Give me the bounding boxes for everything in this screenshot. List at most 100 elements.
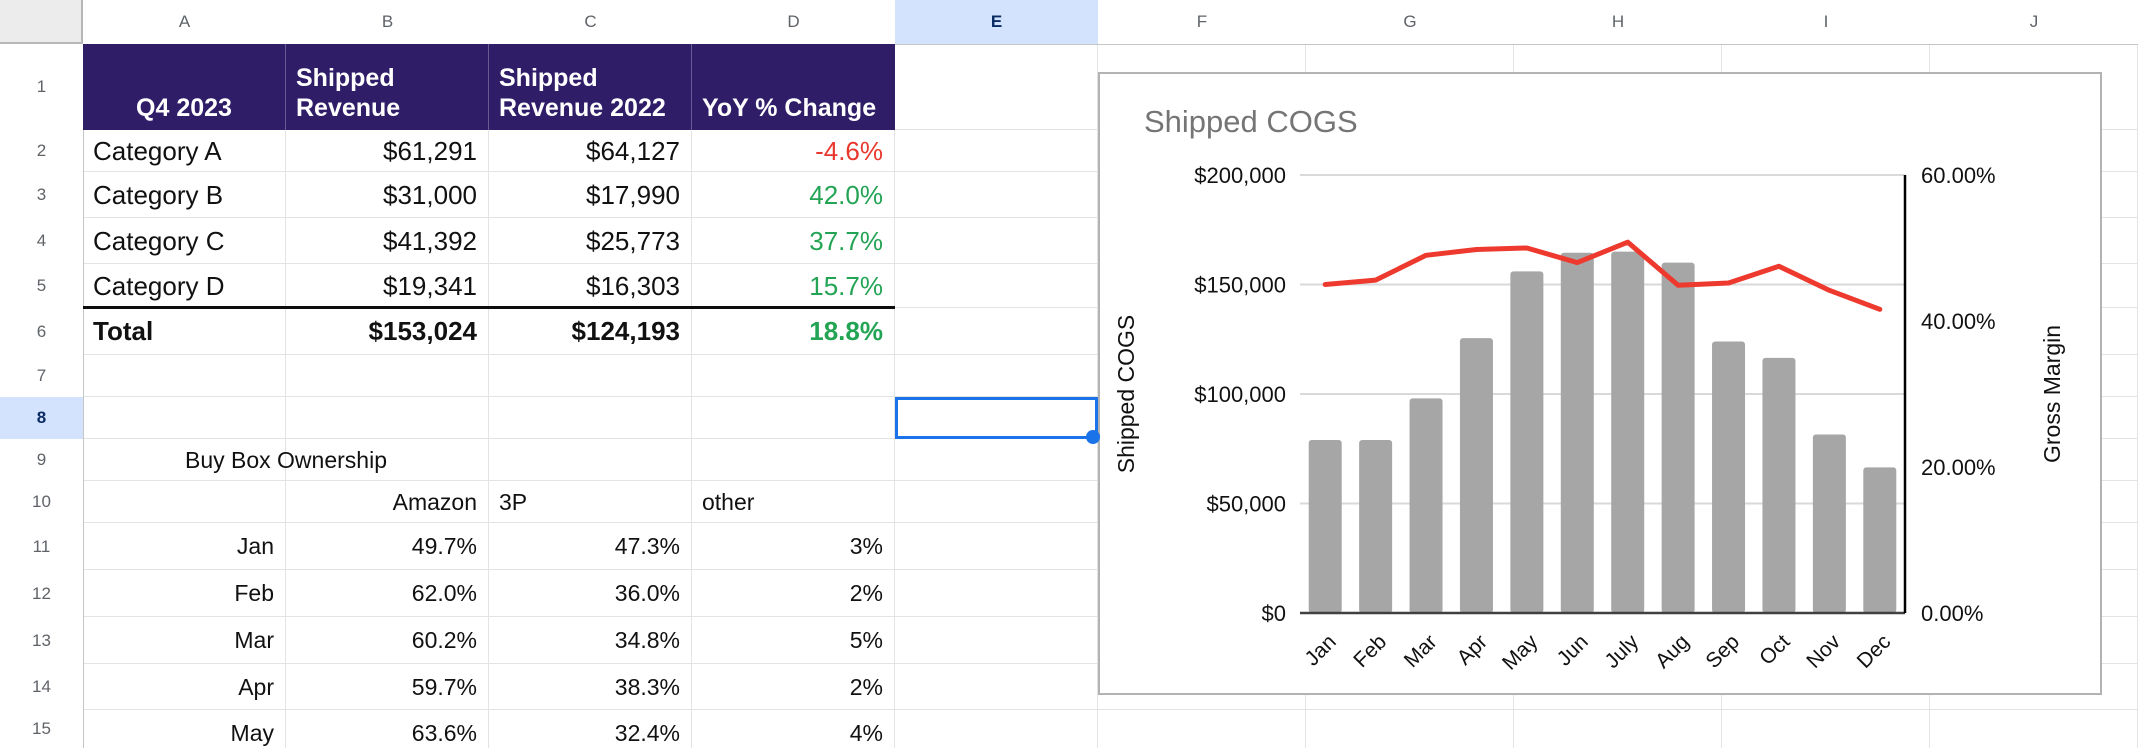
buy-box-month[interactable]: Mar xyxy=(234,627,274,653)
buy-box-amazon-value[interactable]: 59.7% xyxy=(411,673,477,700)
bar-Nov xyxy=(1812,434,1846,613)
q4-total-label[interactable]: Total xyxy=(93,316,154,346)
row-header-5[interactable]: 5 xyxy=(0,264,83,308)
selection-handle[interactable] xyxy=(1086,430,1100,444)
buy-box-other-value[interactable]: 4% xyxy=(849,720,883,746)
q4-total-revenue-2022[interactable]: $124,193 xyxy=(571,316,680,346)
row-header-2[interactable]: 2 xyxy=(0,130,83,172)
q4-row-label[interactable]: Category D xyxy=(93,270,225,301)
left-axis-title: Shipped COGS xyxy=(1113,315,1139,474)
buy-box-amazon-value[interactable]: 60.2% xyxy=(411,627,477,653)
bar-Oct xyxy=(1762,357,1796,613)
select-all-corner[interactable] xyxy=(0,0,83,44)
buy-box-col-other[interactable]: other xyxy=(702,488,755,515)
right-tick-2: 40.00% xyxy=(1921,309,1996,334)
column-header-J[interactable]: J xyxy=(1930,0,2138,44)
bar-Feb xyxy=(1359,439,1393,613)
left-tick-0: $0 xyxy=(1262,601,1286,626)
row-header-1[interactable]: 1 xyxy=(0,44,83,130)
row-header-9[interactable]: 9 xyxy=(0,439,83,481)
column-header-H[interactable]: H xyxy=(1514,0,1722,44)
column-header-I[interactable]: I xyxy=(1722,0,1930,44)
chart-gridlines xyxy=(1300,174,1905,505)
buy-box-3p-value[interactable]: 38.3% xyxy=(614,673,680,700)
row-header-3[interactable]: 3 xyxy=(0,172,83,218)
selected-cell-e8[interactable] xyxy=(895,397,1100,444)
q4-revenue-2022[interactable]: $16,303 xyxy=(586,270,680,301)
q4-table-header-1[interactable]: Shipped Revenue xyxy=(286,44,489,130)
buy-box-col-3p[interactable]: 3P xyxy=(499,488,528,515)
buy-box-amazon-value[interactable]: 49.7% xyxy=(411,533,477,559)
q4-revenue-2022[interactable]: $25,773 xyxy=(586,225,680,256)
row-header-7[interactable]: 7 xyxy=(0,355,83,397)
buy-box-other-value[interactable]: 2% xyxy=(849,580,883,606)
q4-table-header-2[interactable]: Shipped Revenue 2022 xyxy=(489,44,692,130)
q4-total-revenue[interactable]: $153,024 xyxy=(368,316,477,346)
row-header-10[interactable]: 10 xyxy=(0,481,83,523)
q4-revenue-2022[interactable]: $64,127 xyxy=(586,135,680,166)
buy-box-other-value[interactable]: 2% xyxy=(849,673,883,700)
q4-revenue[interactable]: $31,000 xyxy=(383,179,477,210)
buy-box-amazon-value[interactable]: 63.6% xyxy=(411,720,477,746)
q4-revenue-2022[interactable]: $17,990 xyxy=(586,179,680,210)
column-header-C[interactable]: C xyxy=(489,0,692,44)
q4-revenue[interactable]: $61,291 xyxy=(383,135,477,166)
left-tick-1: $50,000 xyxy=(1206,492,1286,517)
left-tick-3: $150,000 xyxy=(1194,273,1286,298)
q4-revenue[interactable]: $19,341 xyxy=(383,270,477,301)
q4-row-label[interactable]: Category B xyxy=(93,179,224,210)
left-tick-4: $200,000 xyxy=(1194,163,1286,188)
q4-yoy[interactable]: 37.7% xyxy=(809,225,883,256)
right-axis-tick-labels: 0.00% 20.00% 40.00% 60.00% xyxy=(1921,163,1996,626)
buy-box-month[interactable]: May xyxy=(230,720,274,746)
column-header-F[interactable]: F xyxy=(1098,0,1306,44)
q4-table-header-0[interactable]: Q4 2023 xyxy=(83,44,286,130)
q4-total-yoy[interactable]: 18.8% xyxy=(809,316,883,346)
bar-Jan xyxy=(1308,439,1342,613)
chart-title: Shipped COGS xyxy=(1144,104,1358,139)
q4-table-header-3[interactable]: YoY % Change xyxy=(692,44,895,130)
right-axis-title: Gross Margin xyxy=(2039,325,2065,463)
row-header-8[interactable]: 8 xyxy=(0,397,83,439)
column-header-G[interactable]: G xyxy=(1306,0,1514,44)
column-header-A[interactable]: A xyxy=(83,0,286,44)
right-tick-3: 60.00% xyxy=(1921,163,1996,188)
total-row-top-border xyxy=(83,306,895,309)
row-header-11[interactable]: 11 xyxy=(0,523,83,570)
q4-yoy[interactable]: -4.6% xyxy=(815,135,883,166)
buy-box-amazon-value[interactable]: 62.0% xyxy=(411,580,477,606)
column-header-E[interactable]: E xyxy=(895,0,1098,44)
shipped-cogs-chart[interactable]: $0 $50,000 $100,000 $150,000 $200,000 0.00% 2… xyxy=(1098,72,2102,695)
bar-Dec xyxy=(1863,467,1897,613)
row-header-13[interactable]: 13 xyxy=(0,617,83,664)
buy-box-3p-value[interactable]: 34.8% xyxy=(614,627,680,653)
row-header-12[interactable]: 12 xyxy=(0,570,83,617)
q4-revenue[interactable]: $41,392 xyxy=(383,225,477,256)
q4-row-label[interactable]: Category A xyxy=(93,135,222,166)
buy-box-month[interactable]: Jan xyxy=(236,533,274,559)
left-tick-2: $100,000 xyxy=(1194,382,1286,407)
chart-frame xyxy=(1098,72,2102,695)
column-header-D[interactable]: D xyxy=(692,0,895,44)
buy-box-month[interactable]: Apr xyxy=(238,673,274,700)
column-header-B[interactable]: B xyxy=(286,0,489,44)
row-header-14[interactable]: 14 xyxy=(0,664,83,710)
q4-yoy[interactable]: 42.0% xyxy=(809,179,883,210)
bar-Mar xyxy=(1409,398,1443,613)
buy-box-month[interactable]: Feb xyxy=(234,580,274,606)
row-header-15[interactable]: 15 xyxy=(0,710,83,748)
buy-box-3p-value[interactable]: 47.3% xyxy=(614,533,680,559)
bar-July xyxy=(1611,251,1645,613)
buy-box-title[interactable]: Buy Box Ownership xyxy=(185,446,387,473)
buy-box-other-value[interactable]: 3% xyxy=(849,533,883,559)
buy-box-3p-value[interactable]: 36.0% xyxy=(614,580,680,606)
buy-box-other-value[interactable]: 5% xyxy=(849,627,883,653)
chart-axes xyxy=(1300,175,1907,615)
row-header-6[interactable]: 6 xyxy=(0,308,83,355)
q4-yoy[interactable]: 15.7% xyxy=(809,270,883,301)
row-header-4[interactable]: 4 xyxy=(0,218,83,264)
q4-row-label[interactable]: Category C xyxy=(93,225,225,256)
buy-box-3p-value[interactable]: 32.4% xyxy=(614,720,680,746)
buy-box-col-amazon[interactable]: Amazon xyxy=(392,488,477,515)
